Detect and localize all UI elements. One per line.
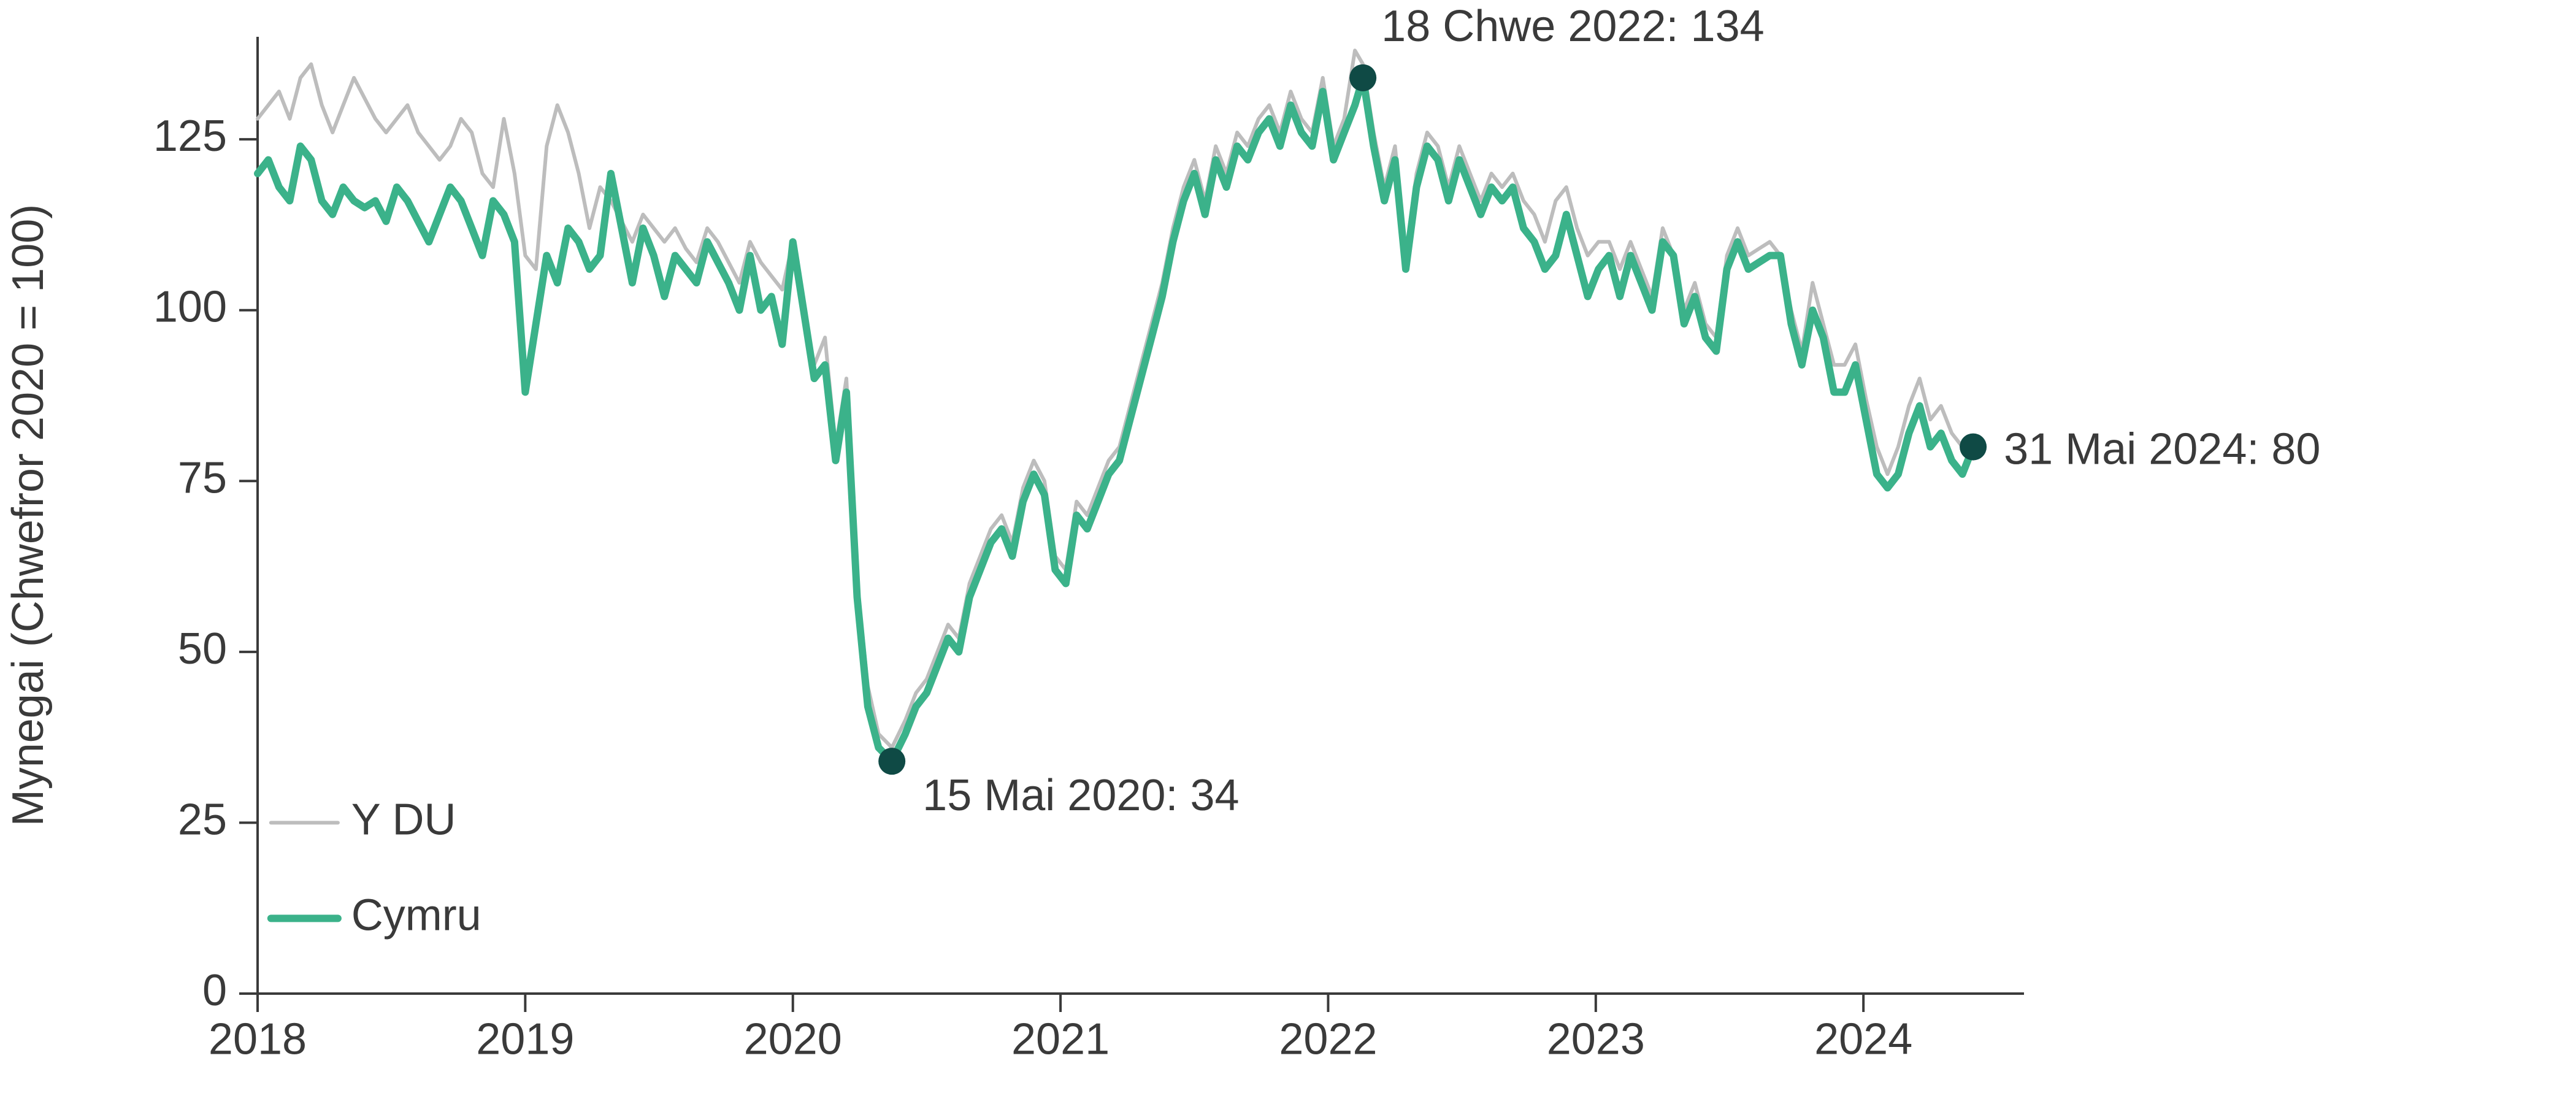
annotation-label: 18 Chwe 2022: 134 (1381, 2, 1764, 51)
x-tick-label: 2021 (1011, 1014, 1110, 1064)
y-tick-label: 0 (202, 966, 227, 1015)
legend-label: Cymru (351, 891, 481, 940)
chart-container: 0 25 50 75 100 125 2018 2019 2020 2021 2022 2023 202… (0, 0, 2576, 1104)
x-tick-label: 2019 (476, 1014, 574, 1064)
y-tick-label: 75 (178, 453, 227, 502)
annotation-marker (1349, 64, 1376, 91)
annotation-marker (878, 748, 905, 775)
y-axis-label: Mynegai (Chwefror 2020 = 100) (4, 204, 53, 827)
x-tick-label: 2024 (1814, 1014, 1912, 1064)
annotation-label: 31 Mai 2024: 80 (2004, 425, 2320, 474)
index-line-chart: 0 25 50 75 100 125 2018 2019 2020 2021 2022 2023 202… (0, 0, 2576, 1104)
y-tick-label: 50 (178, 624, 227, 673)
y-tick-label: 25 (178, 795, 227, 844)
y-tick-label: 125 (153, 112, 227, 161)
annotation-marker (1960, 434, 1987, 461)
x-tick-label: 2018 (209, 1014, 307, 1064)
annotation-label: 15 Mai 2020: 34 (922, 771, 1239, 820)
x-tick-label: 2022 (1279, 1014, 1377, 1064)
x-tick-label: 2023 (1547, 1014, 1645, 1064)
x-tick-label: 2020 (744, 1014, 842, 1064)
y-tick-label: 100 (153, 283, 227, 332)
legend-label: Y DU (351, 795, 456, 844)
